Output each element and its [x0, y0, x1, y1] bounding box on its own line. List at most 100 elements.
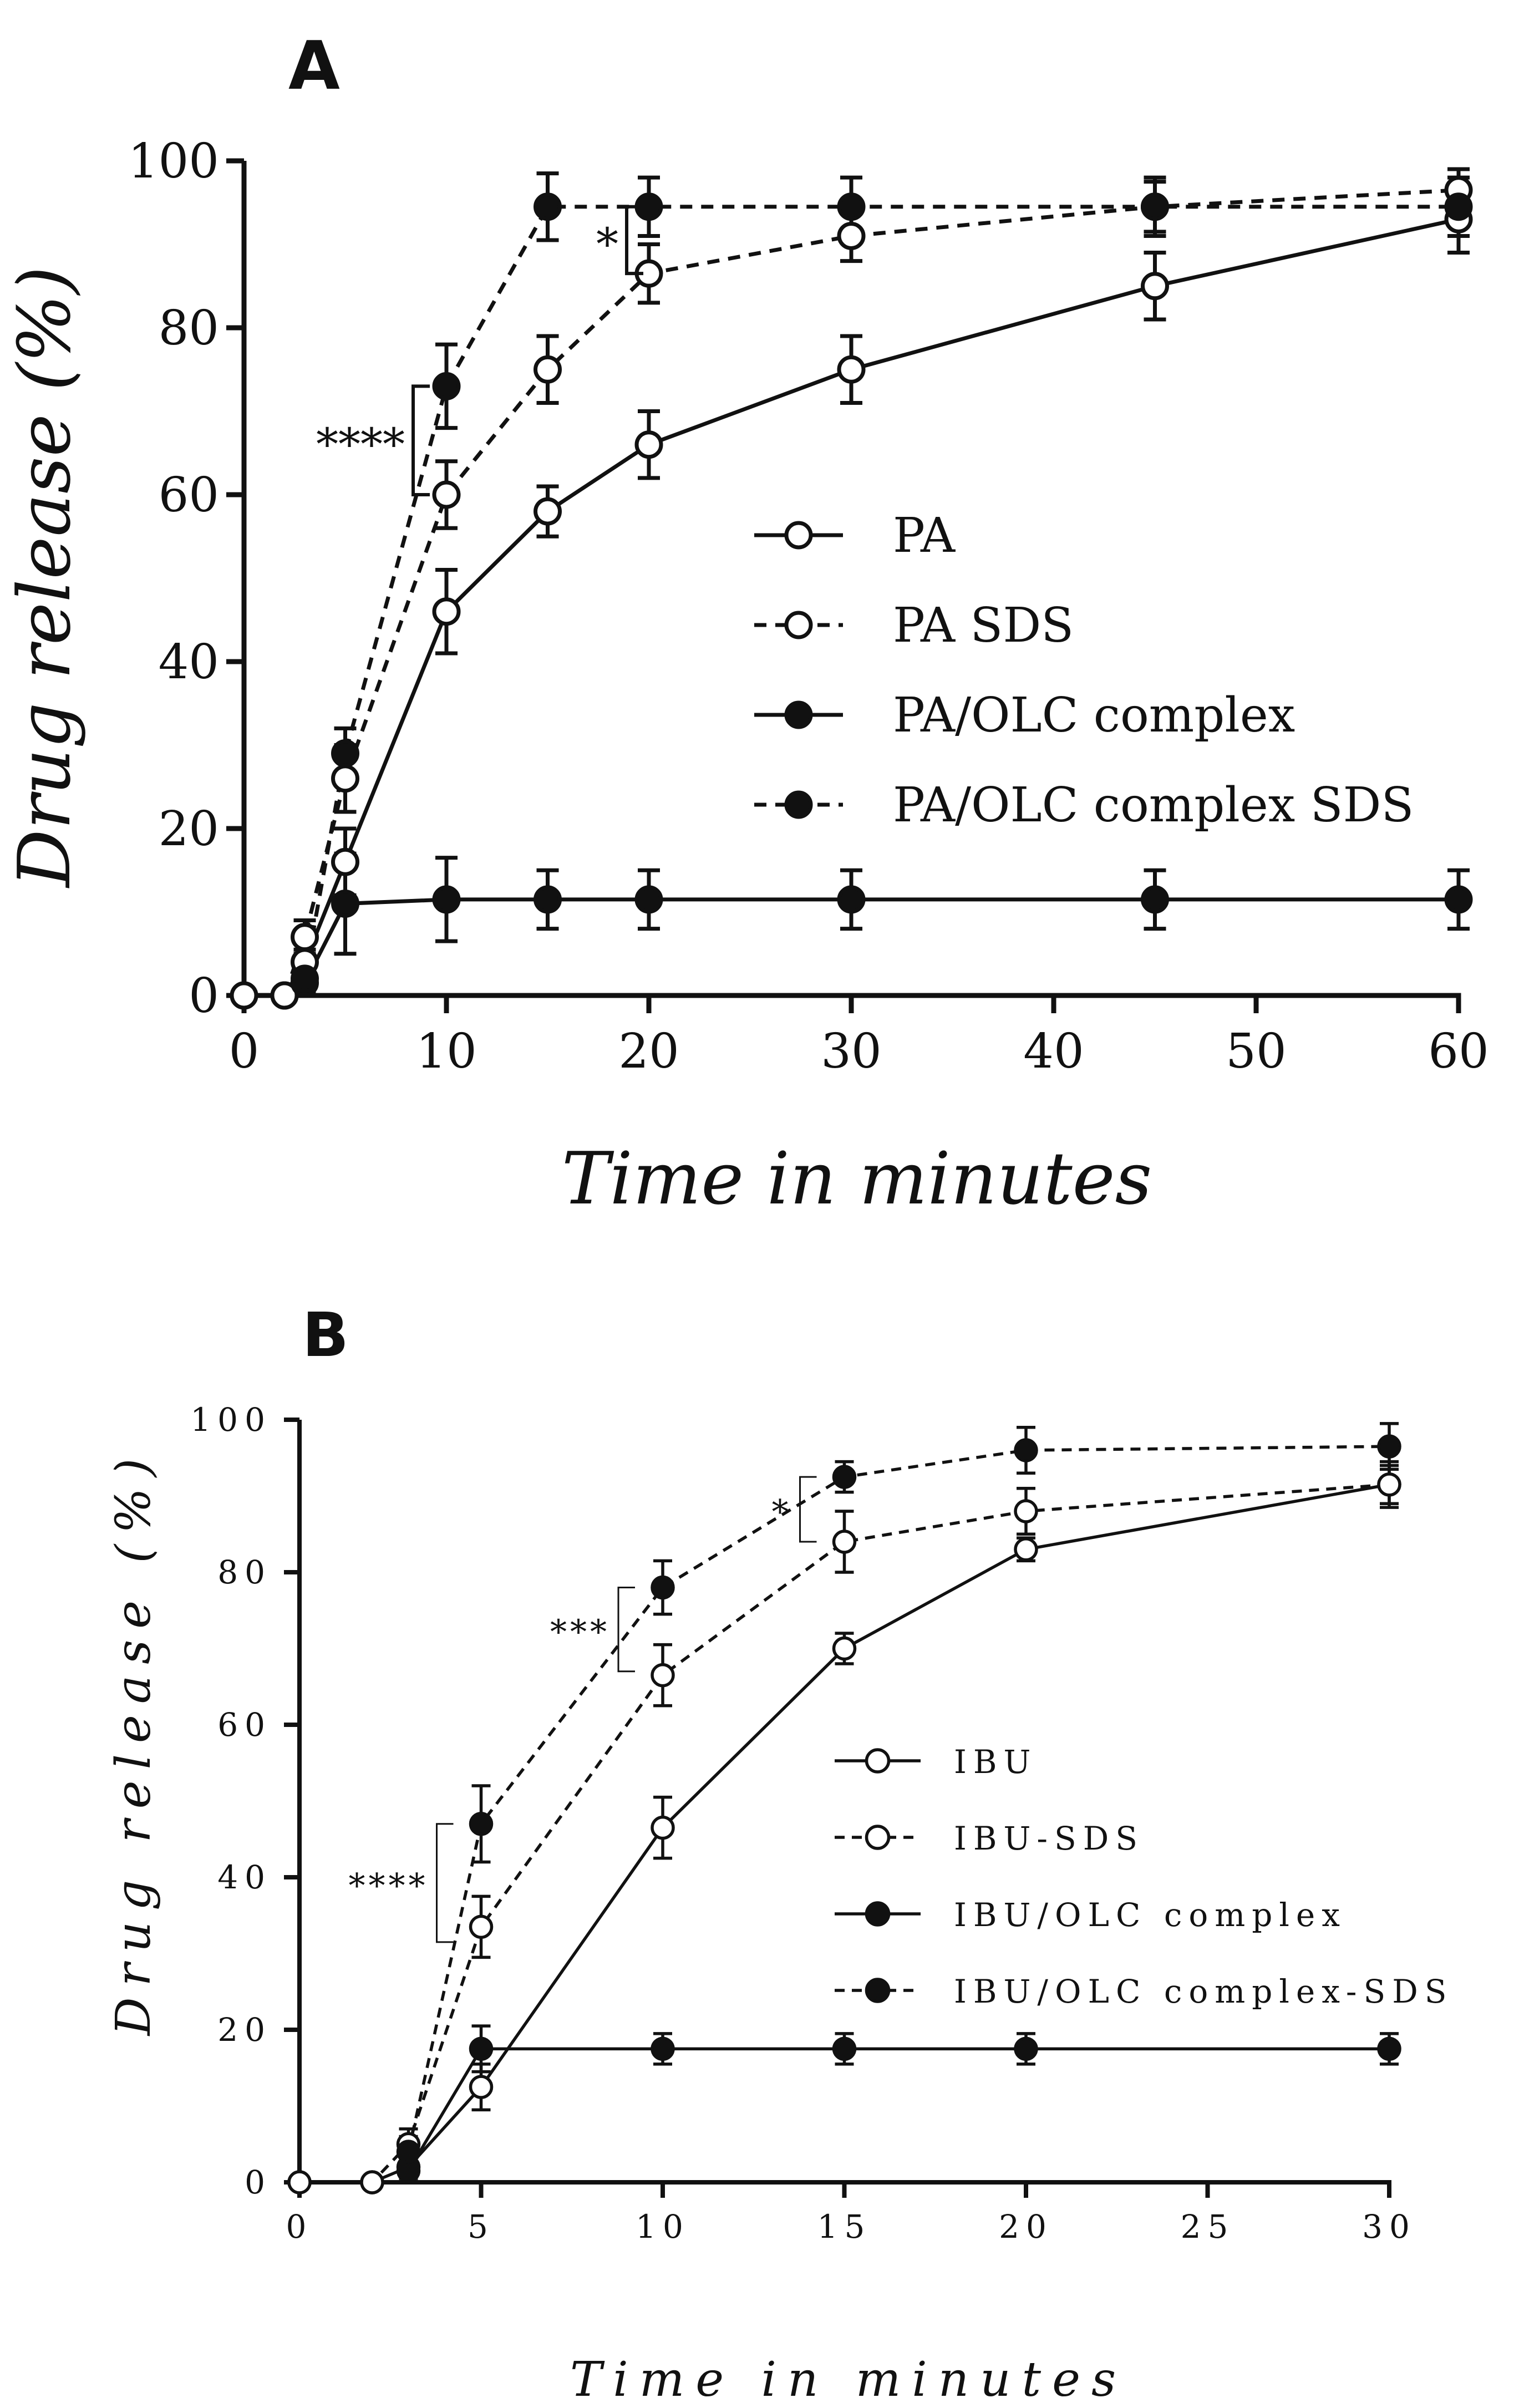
panel-a-x-tick-label: 30 [821, 1024, 881, 1079]
panel-a-x-tick-label: 50 [1226, 1024, 1286, 1079]
panel-a-x-tick-label: 20 [618, 1024, 679, 1079]
panel-b-legend-label: IBU [954, 1743, 1037, 1781]
panel-a-series-2-point [837, 885, 866, 914]
panel-b-significance-label: **** [349, 1866, 429, 1905]
panel-a-legend-marker [784, 611, 813, 639]
panel-b-y-tick-label: 40 [217, 1858, 272, 1896]
panel-a-x-tick-label: 10 [416, 1024, 476, 1079]
panel-a-series-3-point [432, 372, 461, 400]
panel-a-legend-label: PA SDS [893, 598, 1074, 653]
panel-a-x-axis-title: Time in minutes [562, 1136, 1152, 1221]
panel-a-legend-marker [784, 790, 813, 819]
panel-a-series-0-point [331, 847, 359, 876]
panel-b-series-1-point [360, 2170, 384, 2194]
panel-b-series-3-line [407, 1445, 1390, 2152]
panel-b-x-tick-label: 20 [999, 2208, 1053, 2246]
panel-b-legend-marker [865, 1748, 891, 1774]
panel-a-legend-marker [784, 700, 813, 729]
panel-b-series-1-point [469, 1914, 494, 1939]
panel-b-x-tick-label: 0 [286, 2208, 313, 2246]
panel-b-x-tick-label: 5 [468, 2208, 495, 2246]
panel-b-series-3-point [1014, 1438, 1038, 1462]
panel-a-series-1-point [534, 355, 562, 384]
panel-a-legend-label: PA/OLC complex SDS [893, 778, 1414, 833]
panel-a-series-3-point [1444, 192, 1473, 221]
panel-b-series-0-point [651, 1815, 675, 1840]
panel-b-letter: B [302, 1299, 349, 1370]
panel-b-legend-marker [865, 1825, 891, 1850]
panel-b-significance-bracket [617, 1587, 635, 1673]
panel-a-series-3-line [303, 205, 1459, 979]
panel-a-y-tick-label: 0 [189, 968, 219, 1024]
panel-a-series-3-point [331, 739, 359, 768]
panel-b-x-axis-title: Time in minutes [570, 2352, 1127, 2407]
panel-b-series-3-point [1377, 1434, 1401, 1459]
panel-b-y-tick-label: 100 [190, 1401, 272, 1439]
panel-a-letter: A [288, 28, 340, 105]
panel-a-y-tick-label: 100 [128, 134, 219, 189]
panel-a-series-1-point [270, 981, 299, 1010]
panel-b-x-tick-label: 10 [636, 2208, 690, 2246]
panel-b-series-2-point [832, 2036, 857, 2061]
panel-a-series-2-line [303, 897, 1459, 984]
panel-b-y-tick-label: 60 [217, 1706, 272, 1744]
panel-b-series-2-point [469, 2036, 494, 2061]
panel-a-series-0-point [634, 430, 663, 459]
panel-a-significance-bracket [411, 384, 430, 496]
panel-a-series-2-point [634, 885, 663, 914]
panel-b-significance-bracket [436, 1823, 454, 1943]
panel-a-y-axis-title: Drug release (%) [2, 266, 87, 888]
panel-b-series-3-point [651, 1575, 675, 1600]
panel-a-series-2-point [534, 885, 562, 914]
panel-a-series-1-point [837, 221, 866, 250]
panel-b-series-1-point [1377, 1472, 1401, 1497]
panel-a-annotations: ***** [316, 205, 643, 496]
panel-b-series-3-point [396, 2140, 421, 2164]
panel-b-y-tick-label: 20 [217, 2011, 272, 2049]
panel-a-series-2-point [1444, 885, 1473, 914]
panel-a-y-tick-label: 20 [159, 801, 219, 857]
panel-a-significance-label: * [596, 219, 618, 270]
panel-a-series [230, 167, 1473, 1010]
panel-a-series-3-point [1141, 192, 1169, 221]
panel-a-x-tick-label: 0 [229, 1024, 260, 1079]
panel-a-axes: 0 10 20 30 40 50 60 0 20 40 60 80 100 [128, 134, 1489, 1079]
panel-b-y-tick-label: 80 [217, 1553, 272, 1591]
panel-b-series-2-point [1014, 2036, 1038, 2061]
panel-b-legend-marker [865, 1901, 891, 1927]
panel-a-series-0-point [534, 497, 562, 526]
panel-a-y-tick-label: 80 [159, 301, 219, 356]
panel-a-series-3-point [837, 192, 866, 221]
panel-a-series-0-point [837, 355, 866, 384]
panel-a-significance-label: **** [316, 419, 405, 470]
panel-b-axes: 0 5 10 15 20 25 30 0 20 40 60 80 100 [190, 1401, 1416, 2246]
panel-b-legend: IBU IBU-SDS IBU/OLC complex IBU/OLC complex… [835, 1743, 1454, 2010]
panel-b-significance-label: * [772, 1493, 792, 1532]
panel-b-series-0-point [832, 1636, 857, 1661]
panel-b-series-2-point [651, 2036, 675, 2061]
panel-b-x-tick-label: 30 [1362, 2208, 1416, 2246]
panel-a-y-tick-label: 40 [159, 634, 219, 690]
panel-a-x-tick-label: 40 [1023, 1024, 1084, 1079]
panel-b-legend-label: IBU/OLC complex-SDS [954, 1973, 1454, 2010]
panel-b-series-1-point [287, 2170, 312, 2194]
panel-b-annotations: ******** [349, 1476, 817, 1943]
panel-a-legend-label: PA [893, 508, 956, 563]
panel-b-legend-marker [865, 1978, 891, 2003]
panel-a-series-3-point [534, 192, 562, 221]
panel-b-x-tick-label: 15 [817, 2208, 872, 2246]
panel-a-legend-marker [784, 521, 813, 550]
panel-a-legend-label: PA/OLC complex [893, 688, 1295, 743]
panel-b-series-3-point [832, 1465, 857, 1489]
panel-b-x-tick-label: 25 [1181, 2208, 1235, 2246]
panel-a-series-0-point [432, 597, 461, 626]
panel-b-series-3-point [469, 1812, 494, 1836]
panel-b-series-0-point [469, 2075, 494, 2099]
panel-a-y-tick-label: 60 [159, 468, 219, 523]
panel-a-series-1-point [291, 923, 319, 952]
panel-b-significance-bracket [799, 1476, 817, 1543]
panel-a-series-2-point [331, 889, 359, 918]
panel-a-x-tick-label: 60 [1428, 1024, 1488, 1079]
